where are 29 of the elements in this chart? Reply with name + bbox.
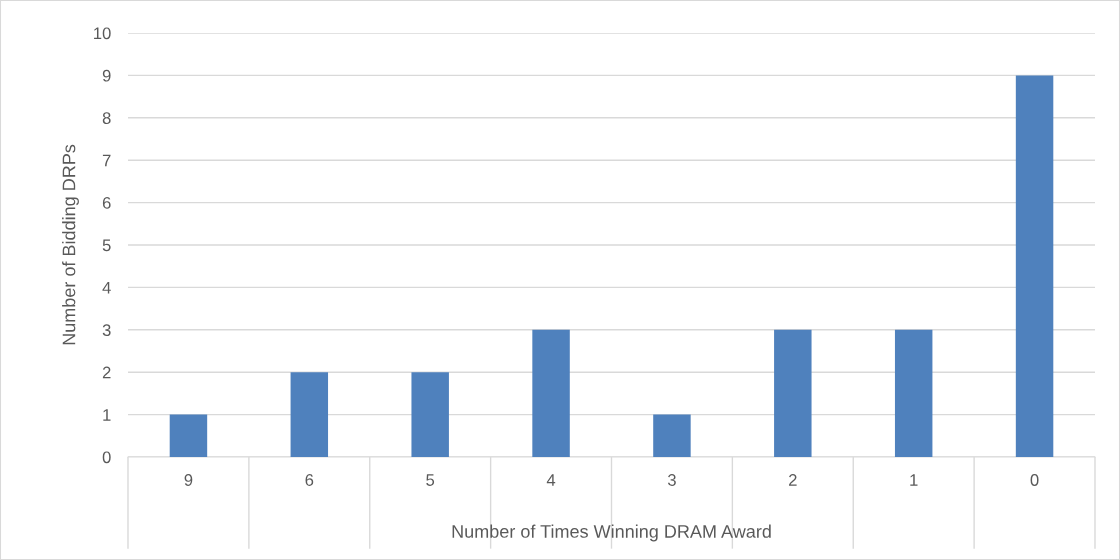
y-tick-label: 7: [102, 154, 111, 167]
y-tick-label: 0: [102, 451, 111, 464]
x-tick-label: 3: [667, 474, 676, 486]
x-tick-label: 6: [305, 474, 314, 486]
x-tick-label: 4: [546, 474, 556, 486]
bar: [774, 329, 812, 457]
y-tick-label: 9: [102, 69, 111, 82]
bar: [532, 329, 570, 457]
bar: [894, 329, 933, 457]
y-tick-label: 1: [103, 409, 111, 421]
y-tick-label: 10: [94, 27, 111, 40]
x-axis-title: Number of Times Winning DRAM Award: [452, 524, 771, 542]
y-axis-title: Number of Bidding DRPs: [62, 144, 79, 345]
y-tick-label: 4: [102, 281, 111, 294]
x-tick-label: 0: [1030, 474, 1039, 486]
x-tick-label: 5: [426, 474, 435, 486]
y-tick-label: 2: [102, 366, 111, 379]
y-tick-label: 6: [102, 197, 111, 209]
bar: [1015, 75, 1054, 457]
y-tick-label: 3: [102, 324, 111, 336]
x-tick-label: 2: [789, 474, 797, 486]
bar: [653, 414, 691, 457]
x-tick-label: 9: [184, 474, 193, 486]
bar: [411, 372, 449, 457]
bar: [290, 372, 329, 457]
bar: [169, 414, 208, 457]
y-tick-label: 5: [102, 239, 111, 252]
x-tick-label: 1: [910, 474, 918, 486]
y-tick-label: 8: [102, 112, 111, 124]
